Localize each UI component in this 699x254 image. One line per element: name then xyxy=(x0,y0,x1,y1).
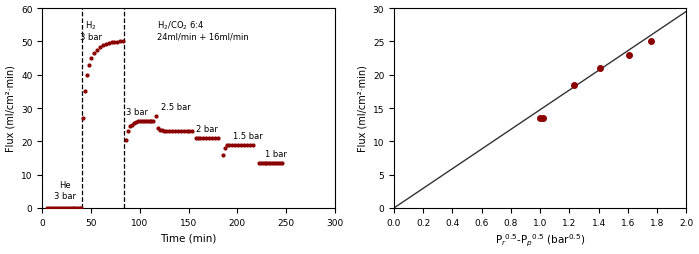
Text: He
3 bar: He 3 bar xyxy=(54,181,76,200)
Text: 1.5 bar: 1.5 bar xyxy=(233,131,263,140)
Text: 3 bar: 3 bar xyxy=(126,108,148,117)
Point xyxy=(624,53,635,57)
Point xyxy=(646,40,657,44)
Text: H$_2$
3 bar: H$_2$ 3 bar xyxy=(80,19,102,42)
Point xyxy=(594,67,605,71)
Text: H$_2$/CO$_2$ 6:4
24ml/min + 16ml/min: H$_2$/CO$_2$ 6:4 24ml/min + 16ml/min xyxy=(157,19,249,42)
Point xyxy=(535,117,546,121)
Point xyxy=(568,83,579,87)
Text: 2.5 bar: 2.5 bar xyxy=(161,103,191,112)
Y-axis label: Flux (ml/cm²·min): Flux (ml/cm²·min) xyxy=(6,65,15,152)
Y-axis label: Flux (ml/cm²·min): Flux (ml/cm²·min) xyxy=(357,65,367,152)
Point xyxy=(538,117,549,121)
Text: 1 bar: 1 bar xyxy=(264,149,287,158)
X-axis label: P$_r$$^{0.5}$-P$_p$$^{0.5}$ (bar$^{0.5}$): P$_r$$^{0.5}$-P$_p$$^{0.5}$ (bar$^{0.5}$… xyxy=(495,232,585,248)
X-axis label: Time (min): Time (min) xyxy=(160,232,217,242)
Text: 2 bar: 2 bar xyxy=(196,124,218,133)
